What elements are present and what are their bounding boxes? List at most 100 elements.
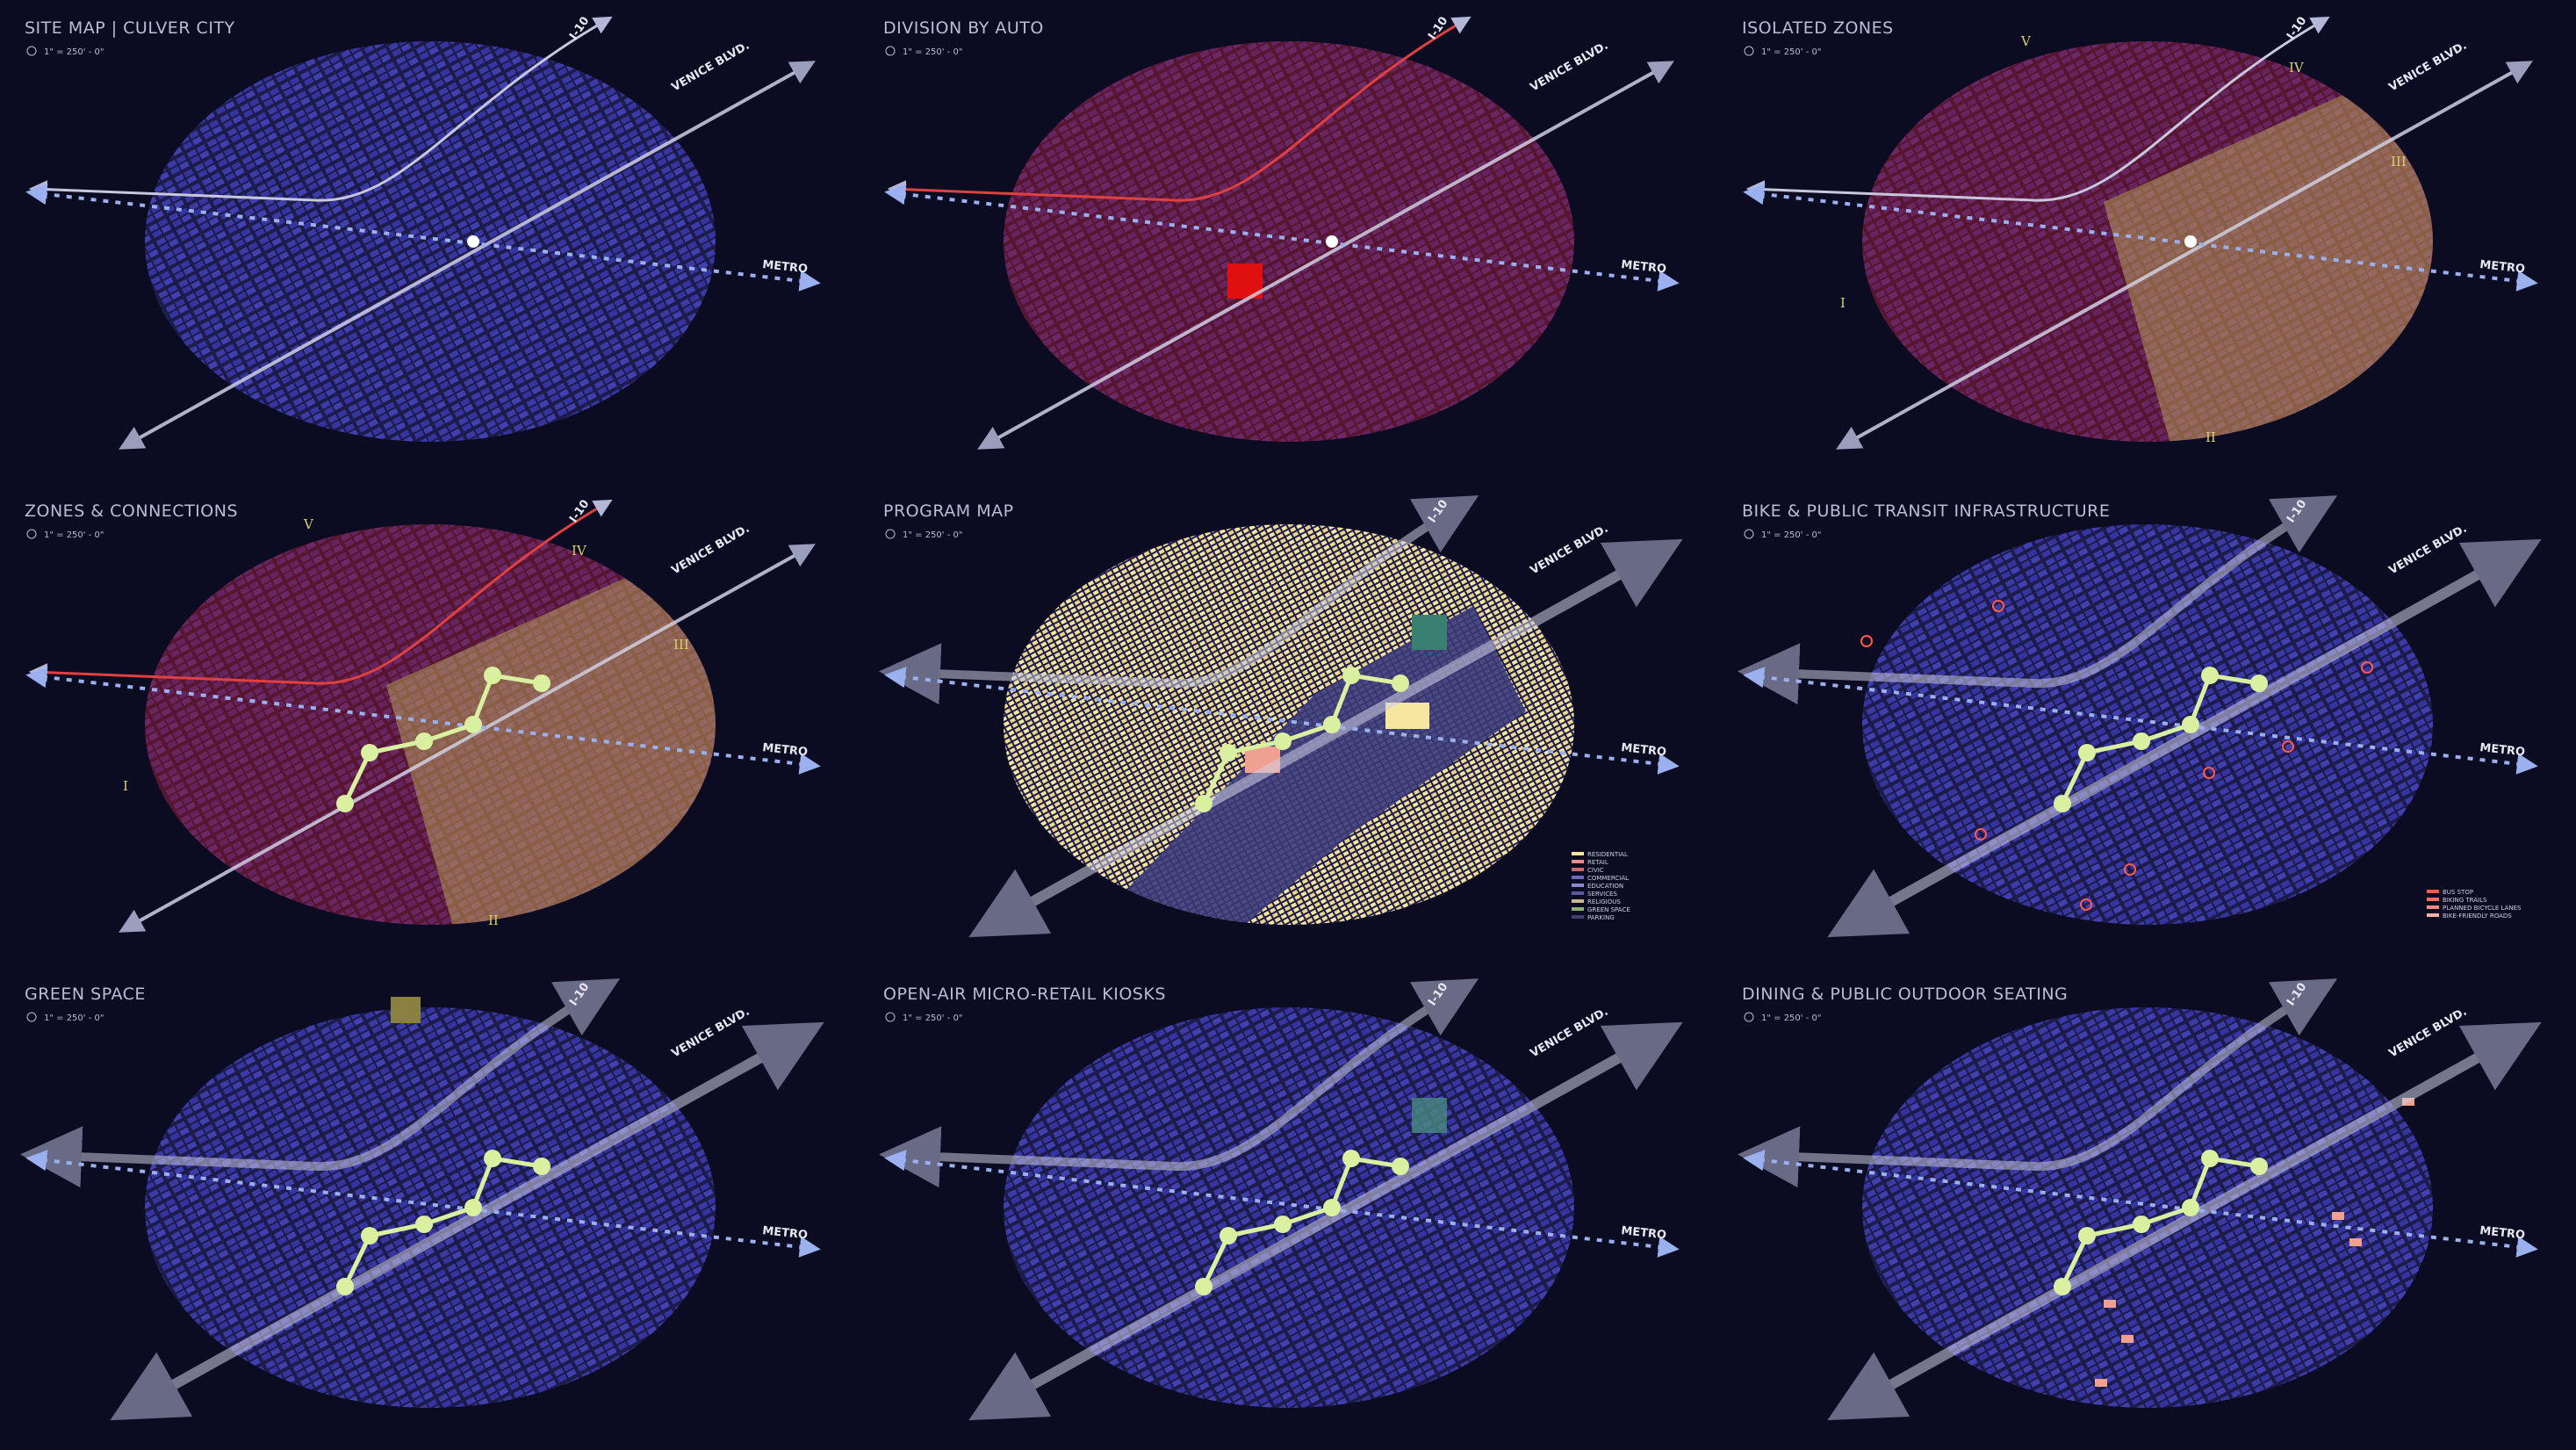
green-node xyxy=(2182,716,2199,733)
metro-label: METRO xyxy=(762,741,809,759)
metro-line xyxy=(884,1150,1680,1258)
green-node xyxy=(464,716,482,733)
green-node xyxy=(1323,716,1341,733)
panel-title: DIVISION BY AUTO xyxy=(883,18,1044,38)
green-node xyxy=(1220,744,1237,761)
map-panel: DINING & PUBLIC OUTDOOR SEATING 1" = 250'… xyxy=(1738,978,2542,1421)
north-arrow xyxy=(1744,46,1754,56)
green-node xyxy=(2054,795,2071,812)
metro-line xyxy=(1743,667,2538,775)
green-node xyxy=(2201,1150,2219,1167)
green-node xyxy=(1342,1150,1360,1167)
legend-label: RETAIL xyxy=(1587,859,1608,866)
bus-stop xyxy=(1975,828,1987,840)
green-node xyxy=(1392,1158,1409,1175)
green-node xyxy=(1342,667,1360,684)
metro-station xyxy=(2184,235,2197,248)
scale-note: 1" = 250' - 0" xyxy=(1761,1014,1821,1023)
green-space xyxy=(391,997,421,1023)
green-node xyxy=(2078,1227,2096,1244)
bus-stop xyxy=(1860,635,1873,647)
zone-label: V xyxy=(2020,33,2032,49)
green-node xyxy=(2054,1278,2071,1295)
legend-swatch xyxy=(1572,868,1584,871)
metro-label: METRO xyxy=(2479,1224,2526,1242)
legend-swatch xyxy=(1572,852,1584,855)
green xyxy=(1412,615,1447,650)
green-node xyxy=(1195,795,1212,812)
bus-stop xyxy=(2203,767,2215,779)
base-map xyxy=(145,41,716,442)
map-panel: BIKE & PUBLIC TRANSIT INFRASTRUCTURE 1" =… xyxy=(1738,495,2542,938)
legend-label: COMMERCIAL xyxy=(1587,875,1629,882)
green-node xyxy=(1323,1199,1341,1216)
metro-label: METRO xyxy=(2479,741,2526,759)
legend-swatch xyxy=(2427,890,2439,893)
scale-note: 1" = 250' - 0" xyxy=(44,1014,104,1023)
green-node xyxy=(2133,1216,2150,1233)
venice-label: VENICE BLVD. xyxy=(2387,1006,2470,1061)
green-node xyxy=(1392,675,1409,692)
north-arrow xyxy=(26,46,37,56)
metro-line xyxy=(25,184,821,292)
green-node xyxy=(361,744,378,761)
north-arrow xyxy=(1744,529,1754,539)
metro-line xyxy=(884,184,1680,292)
north-arrow xyxy=(26,1012,37,1022)
metro-line xyxy=(884,667,1680,775)
metro-label: METRO xyxy=(2479,258,2526,276)
panel-title: DINING & PUBLIC OUTDOOR SEATING xyxy=(1742,985,2068,1004)
legend-label: BIKING TRAILS xyxy=(2443,897,2487,904)
zone-label: II xyxy=(488,913,499,928)
zone-label: IV xyxy=(2289,60,2305,76)
venice-label: VENICE BLVD. xyxy=(670,523,752,578)
legend-label: PARKING xyxy=(1587,914,1615,921)
panel-title: BIKE & PUBLIC TRANSIT INFRASTRUCTURE xyxy=(1742,501,2110,521)
zone-label: IV xyxy=(572,543,587,559)
scale-note: 1" = 250' - 0" xyxy=(903,530,962,540)
scale-note: 1" = 250' - 0" xyxy=(903,47,962,57)
i10-label: I-10 xyxy=(567,497,593,525)
i10-label: I-10 xyxy=(2285,14,2310,42)
venice-label: VENICE BLVD. xyxy=(1529,1006,1611,1061)
zone-label: V xyxy=(303,516,314,532)
seating xyxy=(2104,1300,2116,1308)
metro-line xyxy=(1743,1150,2538,1258)
green-node xyxy=(2182,1199,2199,1216)
north-arrow xyxy=(26,529,37,539)
legend-label: BIKE-FRIENDLY ROADS xyxy=(2443,913,2512,920)
zone-label: III xyxy=(673,637,689,653)
venice-label: VENICE BLVD. xyxy=(670,40,752,95)
venice-label: VENICE BLVD. xyxy=(670,1006,752,1061)
green-node xyxy=(2201,667,2219,684)
north-arrow xyxy=(885,529,896,539)
bus-stop xyxy=(2124,863,2136,876)
scale-note: 1" = 250' - 0" xyxy=(44,530,104,540)
legend-label: SERVICES xyxy=(1587,891,1618,898)
legend-label: EDUCATION xyxy=(1587,883,1623,890)
metro-label: METRO xyxy=(1621,741,1667,759)
map-panel: SITE MAP | CULVER CITY 1" = 250' - 0" I-10… xyxy=(25,14,821,450)
legend-swatch xyxy=(1572,876,1584,879)
panel-title: ISOLATED ZONES xyxy=(1742,18,1894,38)
map-panel: ZONES & CONNECTIONS 1" = 250' - 0" I-10 VEN… xyxy=(25,497,821,933)
green-node xyxy=(533,1158,550,1175)
seating xyxy=(2095,1379,2107,1387)
zone-label: III xyxy=(2391,154,2407,170)
bus-stop xyxy=(2080,898,2092,911)
venice-label: VENICE BLVD. xyxy=(2387,523,2470,578)
legend-label: PLANNED BICYCLE LANES xyxy=(2443,905,2522,912)
panel-title: GREEN SPACE xyxy=(25,985,146,1004)
green-node xyxy=(2133,732,2150,750)
zone-label: II xyxy=(2205,429,2216,445)
legend-swatch xyxy=(1572,907,1584,911)
green-node xyxy=(1195,1278,1212,1295)
panel-title: ZONES & CONNECTIONS xyxy=(25,501,238,521)
green-node xyxy=(484,1150,501,1167)
metro-station xyxy=(467,235,479,248)
legend-swatch xyxy=(1572,884,1584,887)
north-arrow xyxy=(885,46,896,56)
map-panel: ISOLATED ZONES 1" = 250' - 0" I-10 VENICE B… xyxy=(1742,14,2538,450)
